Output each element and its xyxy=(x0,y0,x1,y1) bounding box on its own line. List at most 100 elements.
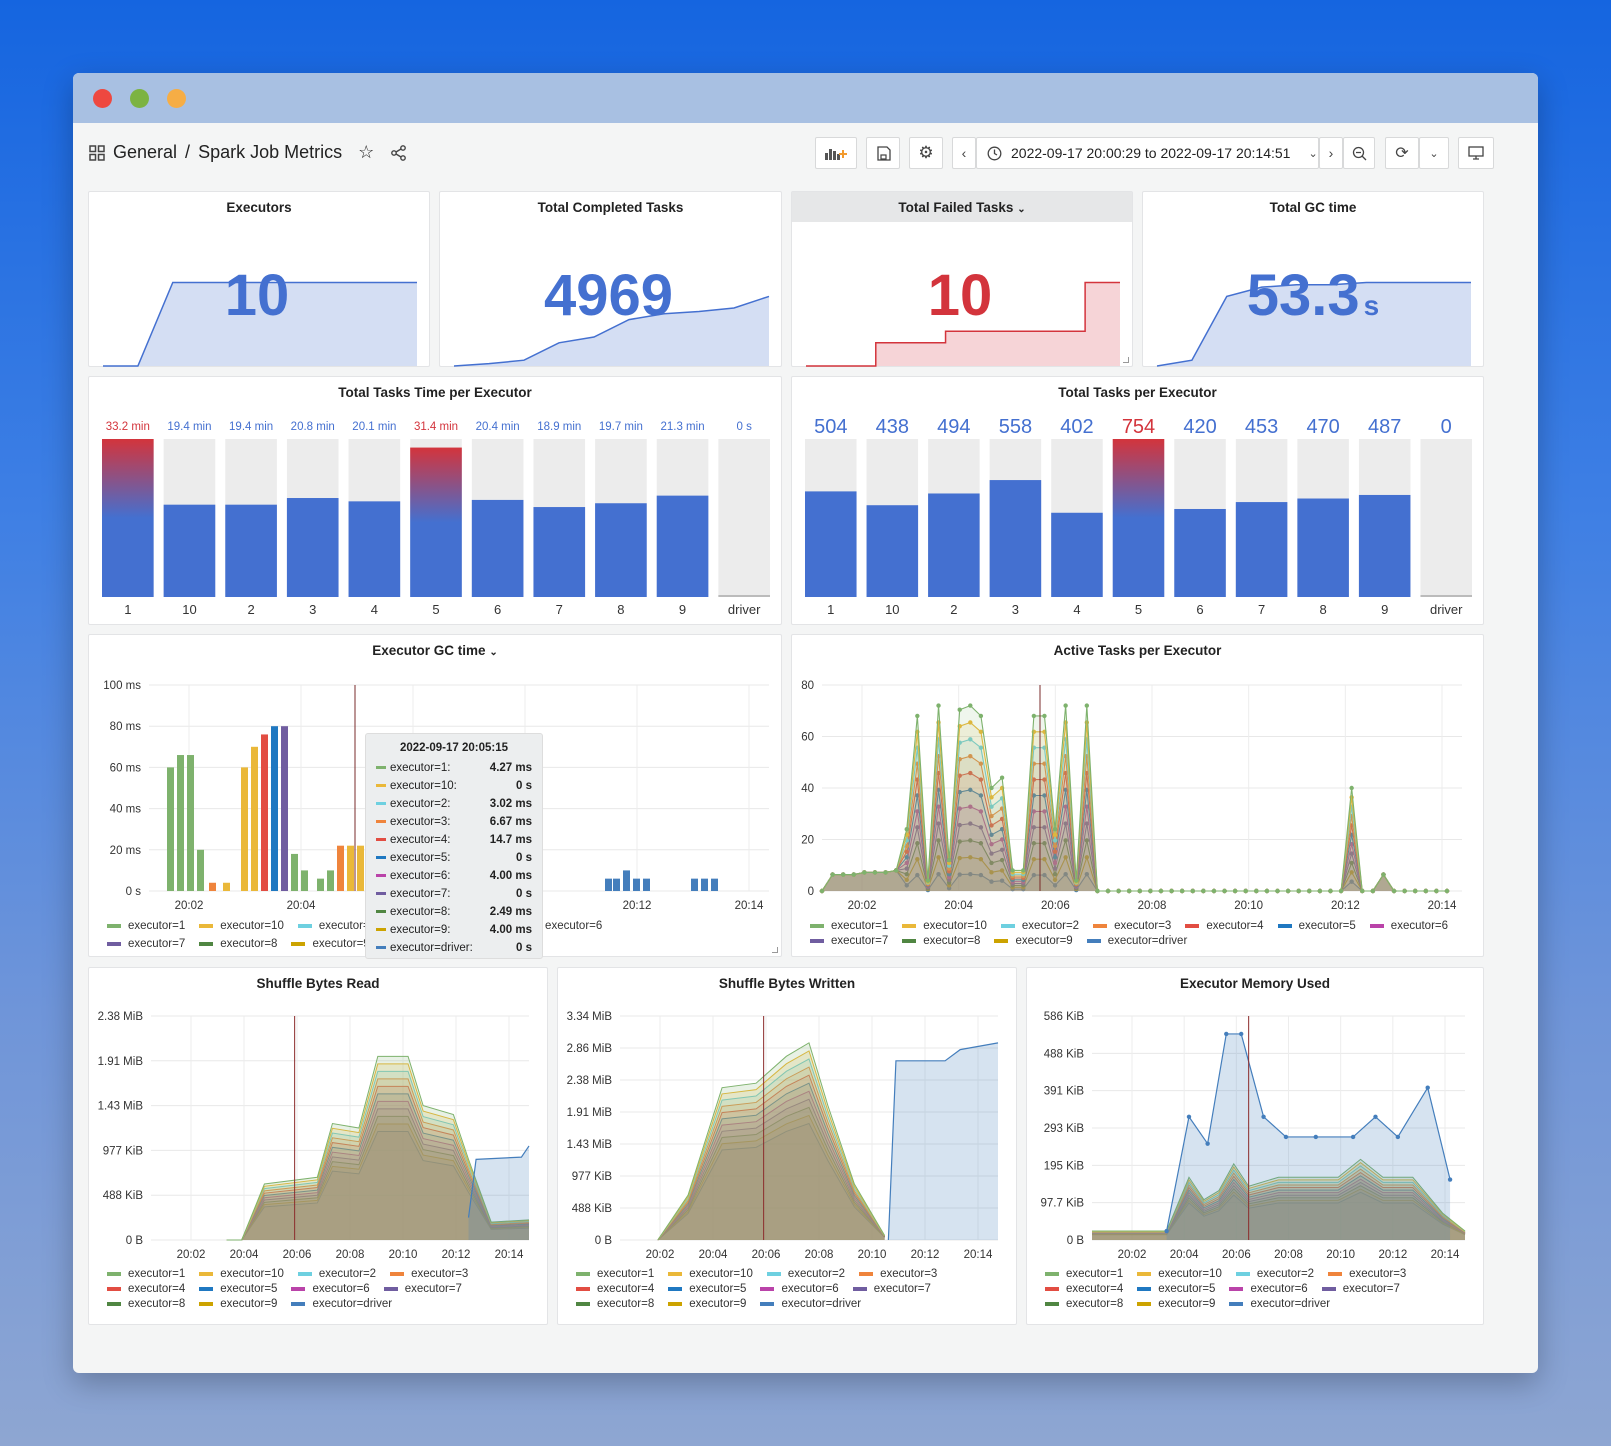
legend-item[interactable]: executor=2 xyxy=(766,1268,845,1280)
graph-panel-gc-time[interactable]: Executor GC time ⌄ 100 ms 80 ms 60 ms 40 ms… xyxy=(88,634,783,959)
legend-item[interactable]: executor=1 xyxy=(107,1268,185,1280)
legend-item[interactable]: executor=1 xyxy=(810,920,888,932)
legend-swatch xyxy=(390,1272,405,1276)
legend-item[interactable]: executor=5 xyxy=(199,1283,277,1295)
legend-item[interactable]: executor=driver xyxy=(1086,935,1187,947)
legend-item[interactable]: executor=1 xyxy=(1045,1268,1123,1280)
legend-item[interactable]: executor=2 xyxy=(297,1268,376,1280)
memory-used-chart[interactable]: 586 KiB 488 KiB 391 KiB 293 KiB 195 KiB 97.7 … xyxy=(1027,968,1485,1326)
legend-item[interactable]: executor=6 xyxy=(291,1283,370,1295)
legend-item[interactable]: executor=10 xyxy=(199,920,284,932)
time-shift-back-button[interactable]: ‹ xyxy=(952,137,976,169)
legend-item[interactable]: executor=5 xyxy=(1137,1283,1215,1295)
stat-panel-gc-time[interactable]: Total GC time 53.3 s xyxy=(1142,191,1484,367)
legend-item[interactable]: executor=5 xyxy=(668,1283,746,1295)
time-range-picker[interactable]: 2022-09-17 20:00:29 to 2022-09-17 20:14:… xyxy=(976,137,1319,169)
close-window-button[interactable] xyxy=(93,89,112,108)
graph-panel-shuffle-written[interactable]: Shuffle Bytes Written 3.34 MiB 2.86 MiB 2.… xyxy=(557,967,1017,1325)
dashboards-grid-icon[interactable] xyxy=(89,144,105,161)
graph-panel-shuffle-read[interactable]: Shuffle Bytes Read 2.38 MiB 1.91 MiB 1.43 … xyxy=(88,967,548,1325)
breadcrumb-folder[interactable]: General xyxy=(113,142,178,162)
panel-title: Total Completed Tasks xyxy=(537,200,684,215)
legend-item[interactable]: executor=2 xyxy=(1235,1268,1314,1280)
save-dashboard-button[interactable] xyxy=(866,137,900,169)
data-point xyxy=(978,793,984,798)
legend-item[interactable]: executor=5 xyxy=(1277,920,1356,932)
refresh-interval-dropdown[interactable]: ⌄ xyxy=(1419,137,1449,169)
legend-item[interactable]: executor=7 xyxy=(810,935,888,947)
legend-item[interactable]: executor=2 xyxy=(1000,920,1079,932)
legend-item[interactable]: executor=driver xyxy=(760,1298,861,1310)
legend-item[interactable]: executor=6 xyxy=(1369,920,1448,932)
legend-item[interactable]: executor=7 xyxy=(107,938,185,950)
stat-panel-executors[interactable]: Executors 10 xyxy=(88,191,430,367)
legend-item[interactable]: executor=4 xyxy=(107,1283,185,1295)
star-icon[interactable]: ☆ xyxy=(358,142,375,162)
graph-panel-memory-used[interactable]: Executor Memory Used 586 KiB 488 KiB 391 K… xyxy=(1026,967,1484,1325)
legend-item[interactable]: executor=6 xyxy=(760,1283,839,1295)
legend-item[interactable]: executor=9 xyxy=(1137,1298,1215,1310)
active-tasks-chart[interactable]: 80 60 40 20 0 20:02 20:04 20:06 20:08 20:10 20:12 2… xyxy=(792,635,1485,958)
bargauge-panel-task-time[interactable]: Total Tasks Time per Executor 33.2 min 1 1… xyxy=(88,376,782,625)
settings-button[interactable]: ⚙ xyxy=(909,137,943,169)
legend-item[interactable]: executor=driver xyxy=(291,1298,392,1310)
bargauge-panel-task-count[interactable]: Total Tasks per Executor 504 1 438 10 494 2 55… xyxy=(791,376,1484,625)
tooltip-row: executor=7: 0 s xyxy=(376,885,532,903)
maximize-window-button[interactable] xyxy=(167,89,186,108)
legend-item[interactable]: executor=8 xyxy=(1045,1298,1123,1310)
legend-swatch xyxy=(1093,924,1108,928)
shuffle-written-chart[interactable]: 3.34 MiB 2.86 MiB 2.38 MiB 1.91 MiB 1.43 MiB… xyxy=(558,968,1018,1326)
legend-item[interactable]: executor=7 xyxy=(1321,1283,1400,1295)
legend-item[interactable]: executor=10 xyxy=(902,920,987,932)
stat-panel-failed-tasks[interactable]: Total Failed Tasks ⌄ 10 xyxy=(791,191,1133,367)
legend-item[interactable]: executor=driver xyxy=(1229,1298,1330,1310)
legend-item[interactable]: executor=8 xyxy=(902,935,980,947)
legend-item[interactable]: executor=3 xyxy=(1328,1268,1406,1280)
legend-item[interactable]: executor=7 xyxy=(383,1283,462,1295)
chevron-down-icon[interactable]: ⌄ xyxy=(489,647,498,658)
bar xyxy=(1235,502,1288,597)
legend-item[interactable]: executor=10 xyxy=(668,1268,753,1280)
legend-item[interactable]: executor=1 xyxy=(107,920,185,932)
chevron-down-icon[interactable]: ⌄ xyxy=(1017,204,1026,215)
refresh-button[interactable]: ⟳ xyxy=(1385,137,1419,169)
tv-mode-button[interactable] xyxy=(1458,137,1494,169)
graph-panel-active-tasks[interactable]: Active Tasks per Executor 80 60 40 20 0 20:02… xyxy=(791,634,1484,957)
legend: executor=1 executor=10 executor=2 executor=… xyxy=(810,920,1470,947)
legend-item[interactable]: executor=3 xyxy=(859,1268,937,1280)
series-line xyxy=(226,1108,530,1241)
minimize-window-button[interactable] xyxy=(130,89,149,108)
legend-item[interactable]: executor=1 xyxy=(576,1268,654,1280)
gc-time-chart[interactable]: 100 ms 80 ms 60 ms 40 ms 20 ms 0 s 20:02 20:04 2… xyxy=(89,635,783,958)
add-panel-button[interactable] xyxy=(815,137,857,169)
data-point xyxy=(936,804,941,809)
resize-handle[interactable] xyxy=(772,947,778,953)
zoom-out-button[interactable] xyxy=(1343,137,1375,169)
legend-item[interactable]: executor=9 xyxy=(668,1298,746,1310)
legend-item[interactable]: executor=4 xyxy=(1185,920,1264,932)
legend-item[interactable]: executor=10 xyxy=(199,1268,284,1280)
series-fill xyxy=(657,1115,885,1240)
legend-item[interactable]: executor=8 xyxy=(107,1298,185,1310)
data-point xyxy=(1042,809,1047,814)
legend-item[interactable]: executor=6 xyxy=(1229,1283,1308,1295)
stat-panel-completed-tasks[interactable]: Total Completed Tasks 4969 xyxy=(439,191,782,367)
legend-item[interactable]: executor=3 xyxy=(1093,920,1171,932)
legend-item[interactable]: executor=8 xyxy=(576,1298,654,1310)
legend-item[interactable]: executor=9 xyxy=(291,938,370,950)
legend-item[interactable]: executor=9 xyxy=(199,1298,277,1310)
chevron-left-icon: ‹ xyxy=(961,145,967,161)
legend-item[interactable]: executor=3 xyxy=(390,1268,468,1280)
legend-item[interactable]: executor=10 xyxy=(1137,1268,1222,1280)
share-icon[interactable] xyxy=(390,144,408,162)
legend-item[interactable]: executor=4 xyxy=(1045,1283,1123,1295)
legend-swatch xyxy=(1229,1302,1244,1306)
shuffle-read-chart[interactable]: 2.38 MiB 1.91 MiB 1.43 MiB 977 KiB 488 KiB 0 … xyxy=(89,968,549,1326)
legend-item[interactable]: executor=4 xyxy=(576,1283,654,1295)
legend-item[interactable]: executor=9 xyxy=(994,935,1073,947)
legend-item[interactable]: executor= xyxy=(297,920,370,932)
legend-item[interactable]: executor=7 xyxy=(852,1283,931,1295)
legend-item[interactable]: executor=8 xyxy=(199,938,277,950)
resize-handle[interactable] xyxy=(1123,357,1129,363)
time-shift-forward-button[interactable]: › xyxy=(1319,137,1343,169)
